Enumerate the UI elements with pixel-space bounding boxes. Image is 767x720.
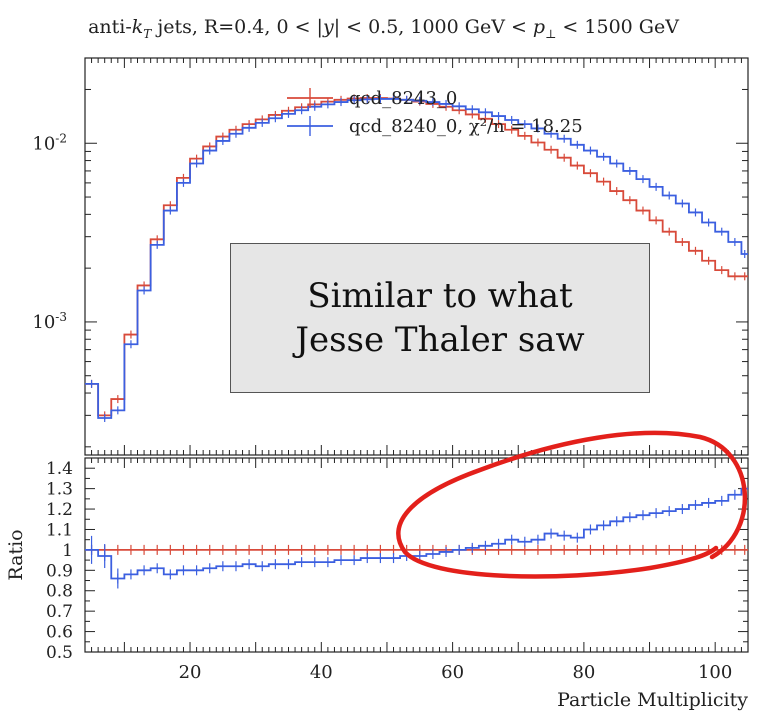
annotation-box: Similar to what Jesse Thaler saw xyxy=(230,243,650,393)
y-axis-label: Ratio xyxy=(5,529,27,580)
annotation-line-2: Jesse Thaler saw xyxy=(295,320,585,360)
ratio-series-qcd_8240_0 xyxy=(85,487,748,580)
highlight-ellipse xyxy=(396,430,747,579)
main-panel-frame xyxy=(84,57,749,456)
y-tick-label-ratio: 1.2 xyxy=(46,500,73,520)
ratio-panel-frame xyxy=(84,457,749,653)
y-tick-label-ratio: 1 xyxy=(62,541,73,561)
y-tick-label-ratio: 0.5 xyxy=(46,643,73,663)
x-tick-label: 40 xyxy=(310,662,333,683)
y-tick-label-main: 10-3 xyxy=(32,310,67,333)
y-tick-label-ratio: 0.7 xyxy=(46,602,73,622)
y-tick-label-ratio: 0.6 xyxy=(46,623,73,643)
y-tick-label-ratio: 1.4 xyxy=(46,459,73,479)
y-tick-label-ratio: 0.8 xyxy=(46,582,73,602)
main-series-qcd_8240_0 xyxy=(85,98,748,419)
legend-label-qcd_8240_0: qcd_8240_0, χ²/n = 18.25 xyxy=(349,116,583,137)
y-tick-label-ratio: 1.1 xyxy=(46,520,73,540)
x-tick-label: 20 xyxy=(179,662,202,683)
legend-label-qcd_8243_0: qcd_8243_0 xyxy=(349,88,457,109)
chart-title: anti-kT jets, R=0.4, 0 < |y| < 0.5, 1000… xyxy=(88,16,679,41)
y-tick-label-ratio: 1.3 xyxy=(46,480,73,500)
y-tick-label-ratio: 0.9 xyxy=(46,561,73,581)
annotation-line-1: Similar to what xyxy=(307,276,573,316)
x-axis-label: Particle Multiplicity xyxy=(557,689,748,711)
y-tick-label-main: 10-2 xyxy=(32,131,67,154)
x-tick-label: 60 xyxy=(441,662,464,683)
x-tick-label: 100 xyxy=(698,662,732,683)
x-tick-label: 80 xyxy=(572,662,595,683)
